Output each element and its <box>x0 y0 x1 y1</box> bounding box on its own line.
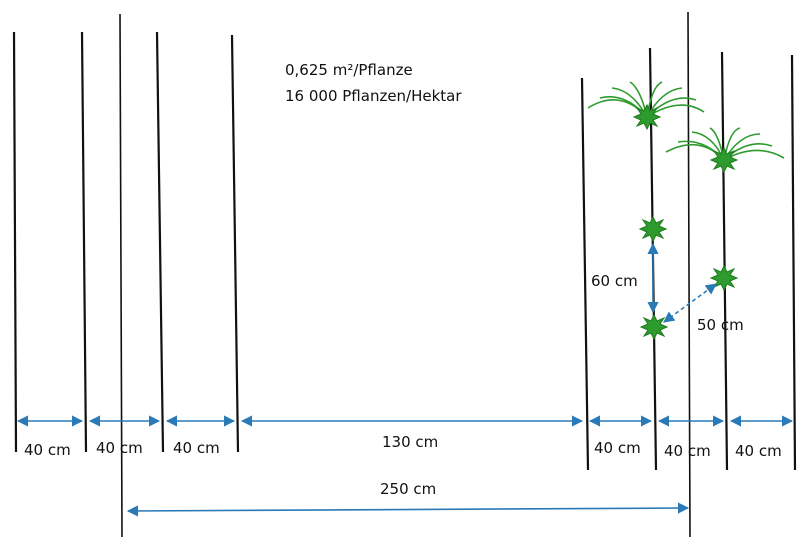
row-line <box>720 51 729 471</box>
spacing-label: 40 cm <box>664 442 711 460</box>
row-line <box>580 77 590 471</box>
plants-per-hectare-text: 16 000 Pflanzen/Hektar <box>285 87 462 105</box>
total-width-label: 250 cm <box>380 480 436 498</box>
diagonal-distance-arrow <box>663 283 717 323</box>
total-width-arrow <box>126 502 690 517</box>
spacing-label: 130 cm <box>382 433 438 451</box>
diagonal-distance-label: 50 cm <box>697 316 744 334</box>
spacing-label: 40 cm <box>594 439 641 457</box>
row-line <box>230 34 240 453</box>
area-per-plant-text: 0,625 m²/Pflanze <box>285 61 413 79</box>
spacing-label: 40 cm <box>24 441 71 459</box>
row-line <box>790 54 797 471</box>
plant-icon <box>587 81 705 131</box>
plant-icon <box>665 127 785 174</box>
in-row-distance-label: 60 cm <box>591 272 638 290</box>
row-line <box>12 31 18 453</box>
plant-icon <box>639 313 669 341</box>
row-line <box>155 31 165 453</box>
span-reference-line <box>687 11 691 537</box>
spacing-label: 40 cm <box>96 439 143 457</box>
row-line <box>80 31 88 453</box>
plant-icon <box>638 215 668 243</box>
spacing-label: 40 cm <box>173 439 220 457</box>
span-reference-line <box>119 13 123 537</box>
plant-icon <box>709 264 739 292</box>
spacing-label: 40 cm <box>735 442 782 460</box>
